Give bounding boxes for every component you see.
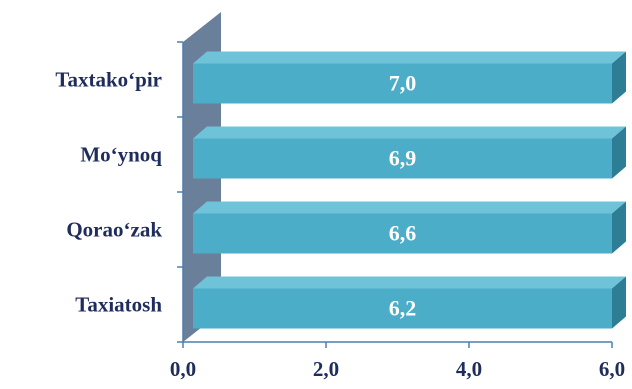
bar-top-face [193,276,626,289]
bar-side-face [612,126,626,179]
x-tick-label: 6,0 [599,357,625,381]
bar-side-face [612,201,626,254]
category-label: Taxtako‘pir [55,68,162,92]
data-label: 6,2 [389,296,417,321]
bar-front-face [193,288,612,329]
bar-top-face [193,51,626,64]
bar-front-face [193,213,612,254]
data-label: 7,0 [389,71,417,96]
bar-3 [193,126,626,179]
x-tick-label: 4,0 [456,357,482,381]
x-tick-label: 2,0 [313,357,339,381]
bar-4 [193,51,626,104]
category-label: Mo‘ynoq [80,143,162,167]
bar-top-face [193,201,626,214]
category-label: Qorao‘zak [66,218,162,242]
data-label: 6,9 [389,146,417,171]
category-label: Taxiatosh [75,293,162,317]
bar-side-face [612,51,626,104]
data-label: 6,6 [389,221,417,246]
bar-1 [193,276,626,329]
bar-front-face [193,63,612,104]
bar-2 [193,201,626,254]
bar-front-face [193,138,612,179]
x-tick-label: 0,0 [170,357,196,381]
bar-side-face [612,276,626,329]
bar-top-face [193,126,626,139]
